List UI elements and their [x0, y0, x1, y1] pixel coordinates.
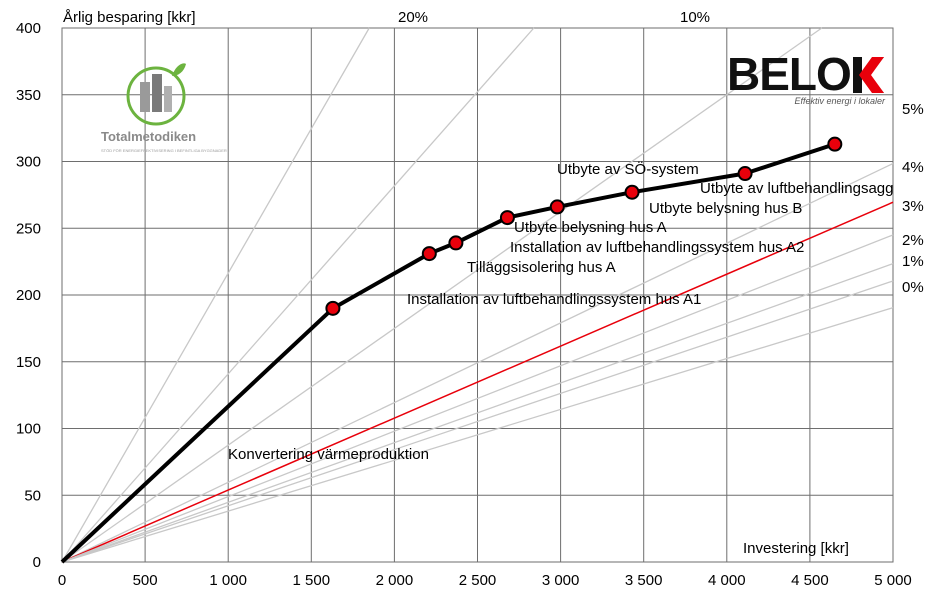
data-point — [624, 184, 640, 200]
x-tick-label: 0 — [58, 572, 66, 589]
x-tick-label: 3 500 — [625, 572, 663, 589]
measure-label: Installation av luftbehandlingssystem hu… — [510, 239, 804, 256]
rate-line — [61, 162, 894, 563]
measure-label: Konvertering värmeproduktion — [228, 446, 429, 463]
rate-line — [61, 27, 370, 563]
x-tick-label: 3 000 — [542, 572, 580, 589]
building-icon — [140, 82, 150, 112]
y-tick-label: 200 — [16, 287, 41, 304]
measure-label: Utbyte av luftbehandlingsagg — [700, 180, 893, 197]
tick-labels: 20% 10%5%4%3%2%1%0%0 500 1 000 1 500 2 000 2 5… — [16, 9, 924, 589]
y-axis-label: Årlig besparing [kkr] — [63, 9, 196, 26]
rate-line — [61, 307, 894, 563]
rate-label: 2% — [902, 232, 924, 249]
y-tick-label: 350 — [16, 87, 41, 104]
plot-frame — [61, 27, 894, 563]
rate-label: 5% — [902, 101, 924, 118]
belok-arrow-icon — [859, 57, 884, 93]
x-tick-label: 2 500 — [459, 572, 497, 589]
data-point — [421, 246, 437, 262]
x-tick-label: 4 000 — [708, 572, 746, 589]
rate-label: 4% — [902, 159, 924, 176]
x-tick-label: 4 500 — [791, 572, 829, 589]
data-point — [499, 210, 515, 226]
y-tick-label: 300 — [16, 154, 41, 171]
x-axis-label: Investering [kkr] — [743, 540, 849, 557]
rate-line — [61, 263, 894, 563]
rate-line — [61, 27, 535, 563]
y-tick-label: 250 — [16, 220, 41, 237]
y-tick-label: 50 — [24, 487, 41, 504]
totalmetodiken-logo: Totalmetodiken STÖD FÖR ENERGIEFFEKTIVIS… — [101, 63, 227, 153]
belok-logo: BELO Effektiv energi i lokaler — [727, 48, 886, 106]
measure-label: Installation av luftbehandlingssystem hu… — [407, 291, 701, 308]
measure-label: Utbyte belysning hus A — [514, 219, 667, 236]
x-tick-label: 1 500 — [293, 572, 331, 589]
rate-label: 20% — [398, 9, 428, 26]
data-point — [448, 235, 464, 251]
building-icon — [164, 86, 172, 112]
data-point — [325, 300, 341, 316]
data-point — [549, 199, 565, 215]
measure-label: Utbyte belysning hus B — [649, 200, 802, 217]
logo-name: BELO — [727, 48, 851, 100]
rate-line — [61, 234, 894, 563]
y-tick-label: 0 — [33, 554, 41, 571]
building-icon — [152, 74, 162, 112]
logo-tagline: Effektiv energi i lokaler — [794, 96, 886, 106]
logo-name: Totalmetodiken — [101, 129, 196, 144]
x-tick-label: 2 000 — [376, 572, 414, 589]
y-tick-label: 400 — [16, 20, 41, 37]
rate-line — [61, 27, 823, 563]
logo-ring-icon — [126, 66, 186, 126]
measure-label: Utbyte av SÖ-system — [557, 160, 699, 178]
x-tick-label: 500 — [133, 572, 158, 589]
logo-tagline: STÖD FÖR ENERGIEFFEKTIVISERING I BEFINTL… — [101, 148, 227, 153]
x-tick-label: 5 000 — [874, 572, 912, 589]
savings-curve — [60, 136, 843, 564]
data-point — [737, 166, 753, 182]
measure-labels: Konvertering värmeproduktion Installation… — [228, 160, 893, 463]
leaf-icon — [172, 63, 186, 76]
data-point — [827, 136, 843, 152]
rate-label: 0% — [902, 279, 924, 296]
rate-lines — [61, 27, 894, 563]
y-tick-label: 150 — [16, 354, 41, 371]
rate-label: 10% — [680, 9, 710, 26]
rate-line — [61, 280, 894, 563]
grid — [61, 27, 894, 563]
y-tick-label: 100 — [16, 421, 41, 438]
measure-label: Tilläggsisolering hus A — [467, 259, 616, 276]
rate-label: 1% — [902, 253, 924, 270]
x-tick-label: 1 000 — [209, 572, 247, 589]
rate-line-4-percent — [61, 201, 894, 563]
rate-label: 3% — [902, 198, 924, 215]
